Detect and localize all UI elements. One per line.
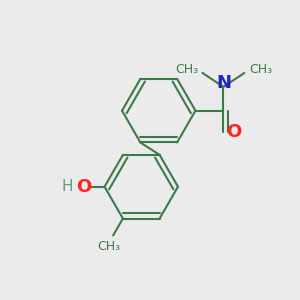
Text: H: H	[61, 179, 73, 194]
Text: CH₃: CH₃	[97, 240, 120, 253]
Text: N: N	[216, 74, 231, 92]
Text: O: O	[226, 123, 242, 141]
Text: O: O	[76, 178, 91, 196]
Text: CH₃: CH₃	[175, 63, 198, 76]
Text: CH₃: CH₃	[249, 63, 272, 76]
